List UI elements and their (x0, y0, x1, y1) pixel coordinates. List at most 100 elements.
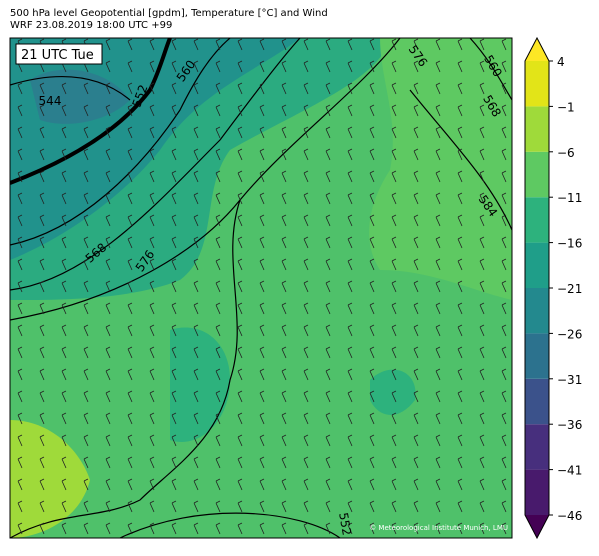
wind-barb (457, 148, 463, 161)
colorbar-band (525, 242, 549, 288)
wind-barb (435, 368, 441, 381)
wind-barb (105, 412, 111, 425)
wind-barb (435, 302, 441, 315)
wind-barb (237, 456, 243, 469)
wind-barb (17, 368, 23, 381)
wind-barb (435, 346, 441, 359)
wind-barb (457, 346, 463, 359)
wind-barb (193, 368, 199, 381)
wind-barb (303, 126, 309, 139)
wind-barb (61, 390, 67, 403)
wind-barb (149, 214, 155, 227)
wind-barb (259, 346, 265, 359)
wind-barb (501, 104, 507, 117)
wind-barb (61, 368, 67, 381)
wind-barb (413, 324, 419, 337)
wind-barb (369, 456, 375, 469)
wind-barb (391, 478, 397, 491)
colorbar-tick-label: −26 (557, 327, 582, 341)
wind-barb (83, 456, 89, 469)
wind-barb (479, 324, 485, 337)
wind-barb (347, 412, 353, 425)
wind-barb (413, 478, 419, 491)
wind-barb (391, 280, 397, 293)
wind-barb (457, 522, 463, 535)
wind-barb (127, 302, 133, 315)
wind-barb (413, 148, 419, 161)
wind-barb (17, 148, 23, 161)
wind-barb (193, 412, 199, 425)
wind-barb (281, 478, 287, 491)
wind-barb (61, 302, 67, 315)
wind-barb (303, 412, 309, 425)
wind-barb (281, 324, 287, 337)
wind-barb (127, 236, 133, 249)
wind-barb (215, 60, 221, 73)
wind-barb (127, 434, 133, 447)
wind-barb (61, 346, 67, 359)
wind-barb (457, 126, 463, 139)
wind-barb (215, 170, 221, 183)
wind-barb (215, 192, 221, 205)
wind-barb (105, 302, 111, 315)
wind-barb (39, 258, 45, 271)
wind-barb (303, 368, 309, 381)
wind-barb (457, 434, 463, 447)
wind-barb (259, 236, 265, 249)
wind-barb (237, 478, 243, 491)
wind-barb (479, 126, 485, 139)
wind-barb (193, 302, 199, 315)
wind-barb (369, 522, 375, 535)
wind-barb (259, 104, 265, 117)
wind-barb (303, 456, 309, 469)
wind-barb (127, 148, 133, 161)
wind-barb (347, 390, 353, 403)
wind-barb (391, 236, 397, 249)
wind-barb (391, 126, 397, 139)
wind-barb (149, 434, 155, 447)
wind-barb (17, 170, 23, 183)
contour (10, 38, 301, 291)
wind-barb (215, 368, 221, 381)
wind-barb (369, 236, 375, 249)
wind-barb (457, 324, 463, 337)
colorbar-band (525, 333, 549, 379)
wind-barb (325, 148, 331, 161)
wind-barb (149, 192, 155, 205)
wind-barb (479, 412, 485, 425)
wind-barb (369, 412, 375, 425)
wind-barb (17, 126, 23, 139)
wind-barb (413, 38, 419, 51)
wind-barb (413, 192, 419, 205)
wind-barb (149, 60, 155, 73)
wind-barb (259, 170, 265, 183)
wind-barb (127, 60, 133, 73)
wind-barb (83, 390, 89, 403)
wind-barb (479, 170, 485, 183)
wind-barb (325, 456, 331, 469)
wind-barb (325, 478, 331, 491)
wind-barb (347, 456, 353, 469)
wind-barb (391, 434, 397, 447)
wind-barb (83, 368, 89, 381)
wind-barb (391, 346, 397, 359)
wind-barb (171, 434, 177, 447)
wind-barb (281, 434, 287, 447)
wind-barb (215, 126, 221, 139)
wind-barb (325, 170, 331, 183)
wind-barb (39, 170, 45, 183)
wind-barb (149, 236, 155, 249)
wind-barb (193, 82, 199, 95)
wind-barb (303, 60, 309, 73)
wind-barb (171, 346, 177, 359)
wind-barb (325, 500, 331, 513)
wind-barb (281, 412, 287, 425)
contour (10, 38, 172, 185)
wind-barb (391, 412, 397, 425)
wind-barb (501, 390, 507, 403)
wind-barb (39, 148, 45, 161)
wind-barb (237, 412, 243, 425)
wind-barb (435, 456, 441, 469)
wind-barb (215, 522, 221, 535)
wind-barb (325, 346, 331, 359)
